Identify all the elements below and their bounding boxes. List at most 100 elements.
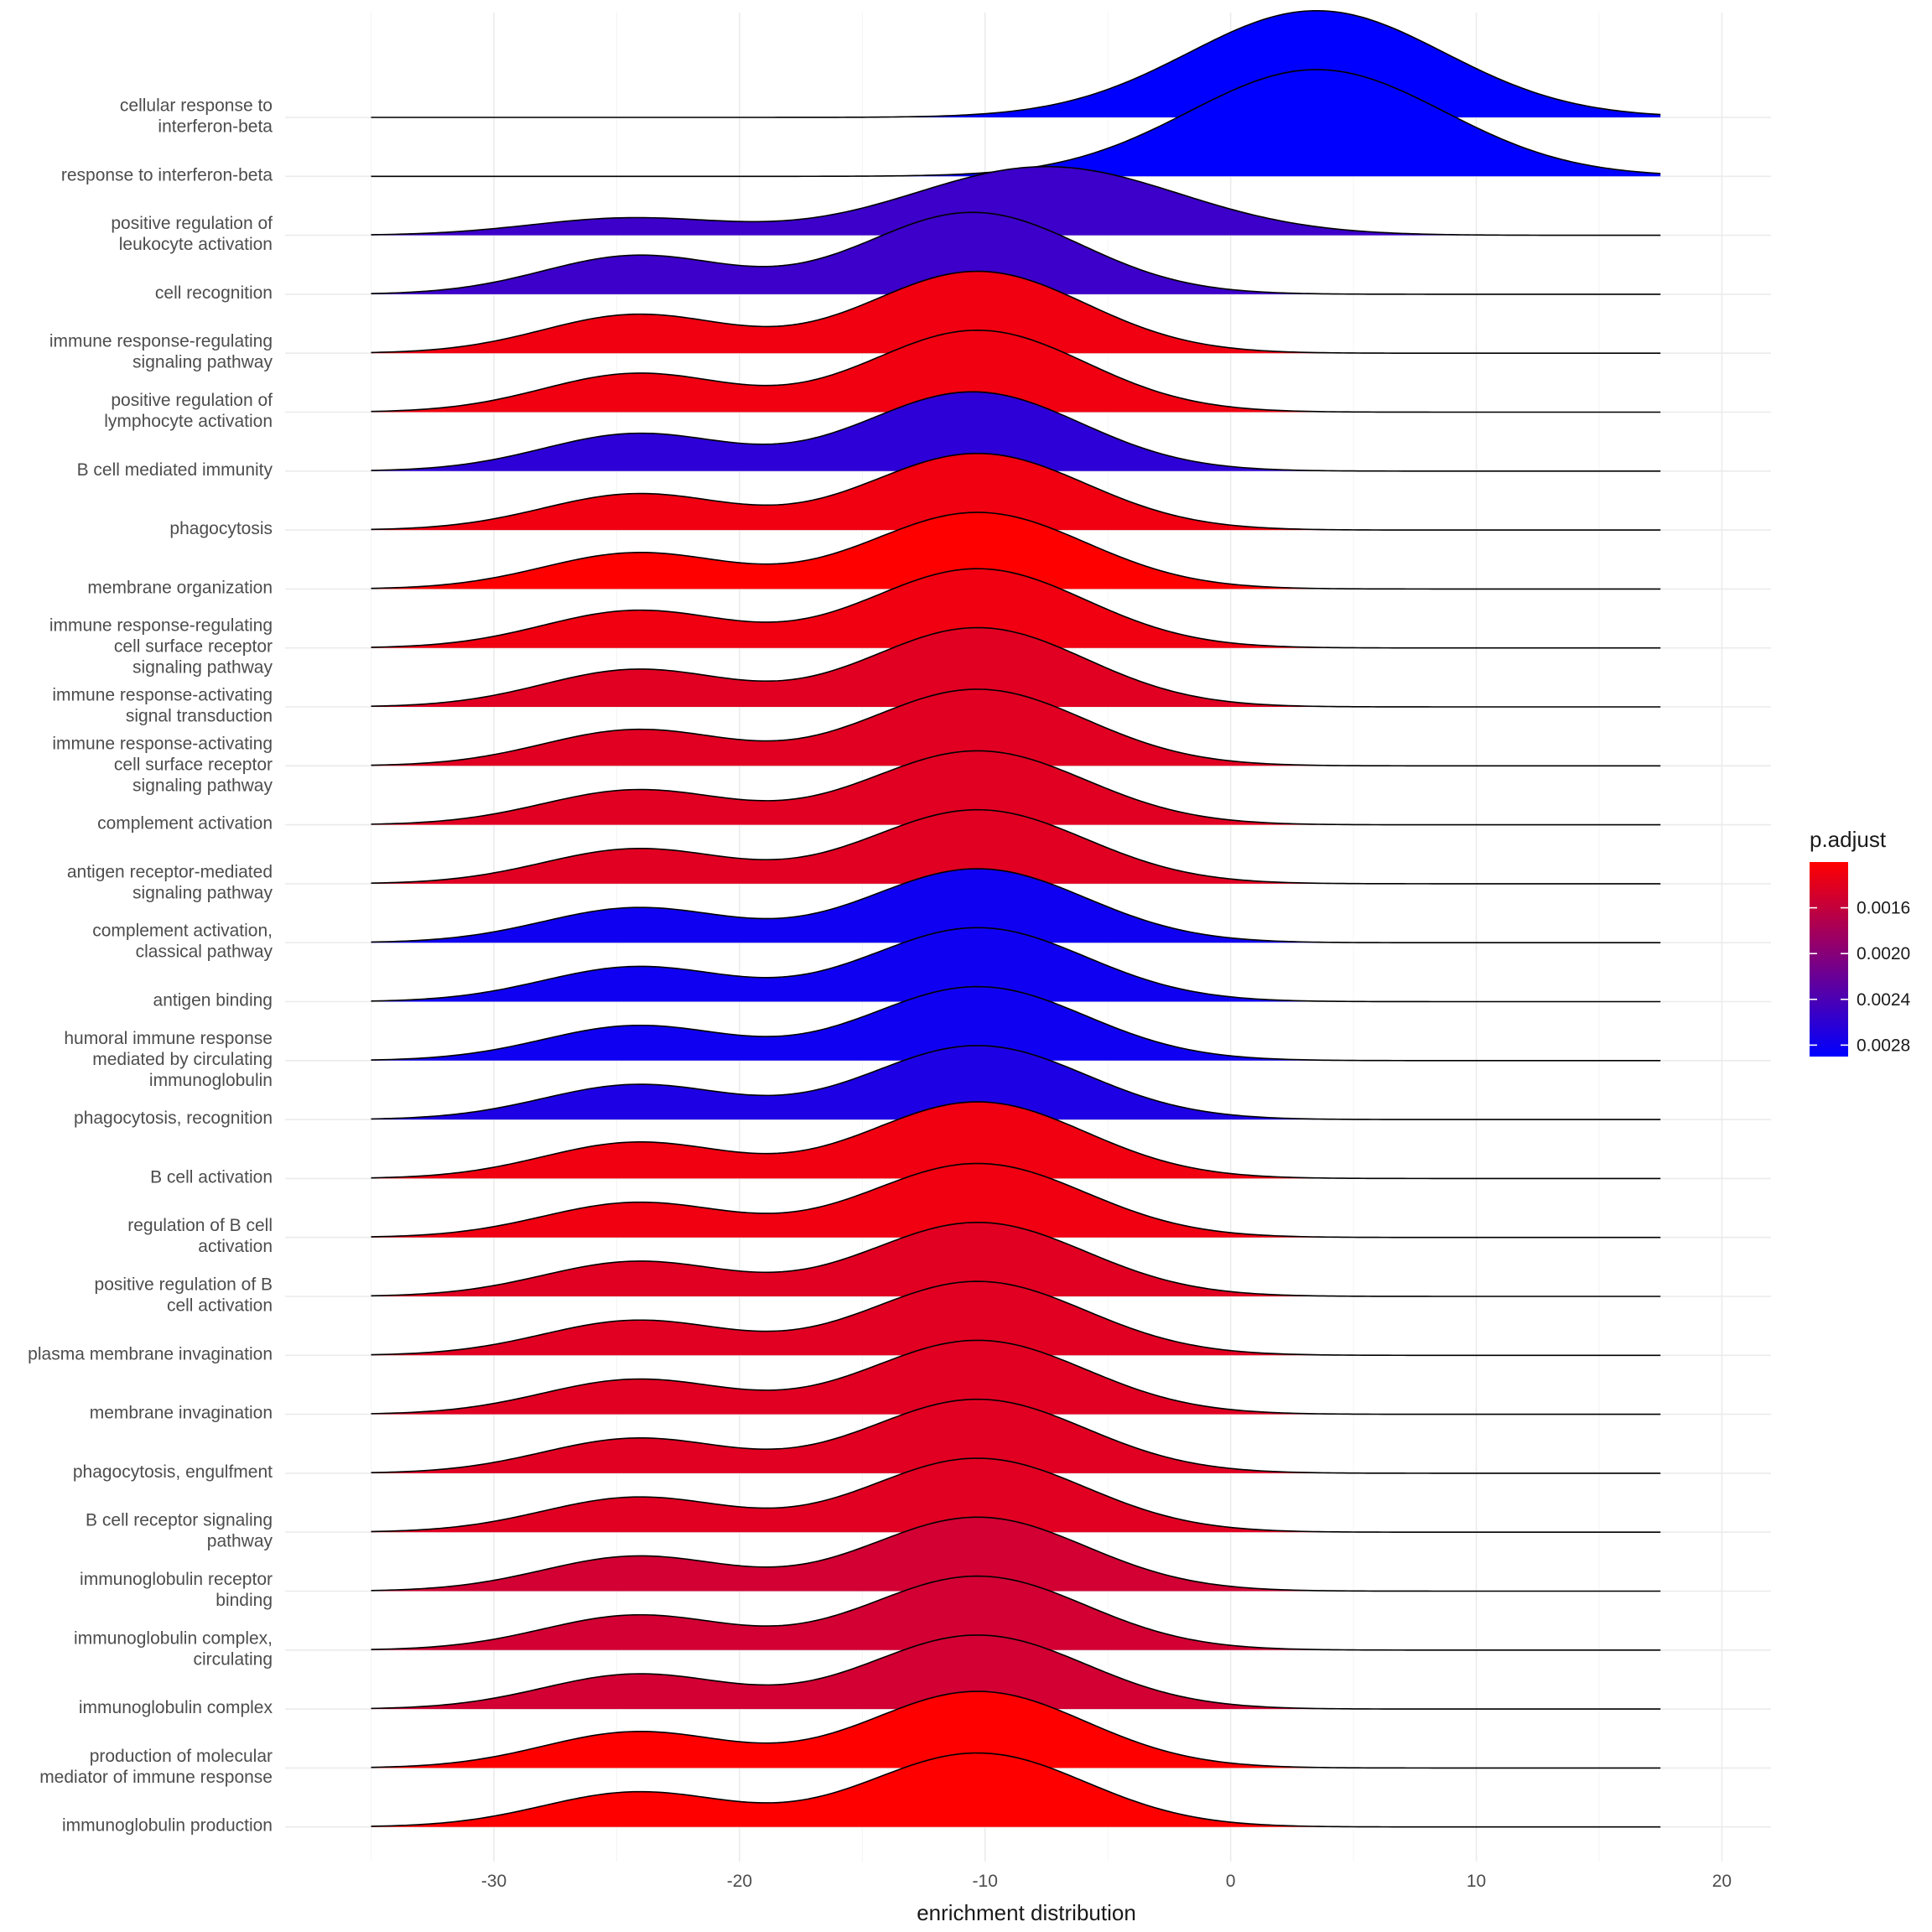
ridge-outline — [371, 1690, 1661, 1769]
y-tick-label: response to interferon-beta — [61, 165, 273, 184]
legend-ticks: 0.0016 0.0020 0.0024 0.0028 — [1810, 899, 1911, 1055]
ridge-4 — [371, 270, 1661, 354]
ridge-fill — [371, 986, 1661, 1061]
y-tick-label-line: complement activation, — [92, 922, 273, 941]
y-tick-label-line: immune response-regulating — [49, 332, 273, 351]
y-tick-label-line: binding — [216, 1591, 273, 1610]
ridge-fill — [371, 1634, 1661, 1710]
y-tick-label: membrane invagination — [90, 1404, 273, 1423]
ridge-outline — [371, 1516, 1661, 1592]
y-tick-label-line: circulating — [193, 1649, 273, 1669]
ridge-15 — [371, 927, 1661, 1003]
ridge-outline — [371, 330, 1661, 413]
y-tick-label-line: immune response-activating — [52, 734, 273, 753]
y-tick-label-line: lymphocyte activation — [104, 412, 273, 431]
ridge-outline — [371, 1752, 1661, 1828]
x-axis-title: enrichment distribution — [917, 1900, 1136, 1925]
ridge-27 — [371, 1634, 1661, 1710]
ridge-outline — [371, 868, 1661, 943]
x-axis: -30 -20 -10 0 10 20 — [481, 1872, 1732, 1891]
color-legend: p.adjust 0.0016 0.0020 0.0024 0.0028 — [1810, 827, 1911, 1057]
ridge-fill — [371, 809, 1661, 884]
x-tick-label: -20 — [727, 1872, 752, 1891]
y-tick-label: plasma membrane invagination — [28, 1344, 273, 1363]
y-tick-label-line: antigen receptor-mediated — [67, 862, 273, 881]
ridge-outline — [371, 1101, 1661, 1180]
y-tick-label: humoral immune response mediated by circu… — [64, 1029, 273, 1090]
ridge-3 — [371, 211, 1661, 295]
y-tick-label-line: phagocytosis, recognition — [74, 1109, 273, 1128]
ridge-outline — [371, 452, 1661, 531]
legend-tick-label: 0.0024 — [1857, 990, 1911, 1010]
ridge-fill — [371, 1399, 1661, 1473]
legend-tick-label: 0.0016 — [1857, 899, 1910, 918]
ridge-25 — [371, 1516, 1661, 1592]
ridge-outline — [371, 1339, 1661, 1415]
ridge-6 — [371, 391, 1661, 472]
ridge-outline — [371, 9, 1661, 118]
legend-tick-label: 0.0028 — [1857, 1036, 1910, 1055]
ridge-outline — [371, 512, 1661, 590]
y-tick-label: antigen receptor-mediated signaling pathw… — [67, 862, 273, 902]
ridge-outline — [371, 165, 1661, 236]
y-tick-label-line: response to interferon-beta — [61, 165, 273, 184]
y-tick-label: immunoglobulin production — [62, 1816, 273, 1836]
y-tick-label-line: membrane organization — [87, 578, 273, 597]
y-tick-label-line: cellular response to — [120, 96, 273, 116]
y-tick-label-line: immunoglobulin complex — [79, 1698, 273, 1717]
y-tick-label-line: membrane invagination — [90, 1404, 273, 1423]
ridge-17 — [371, 1045, 1661, 1120]
ridge-13 — [371, 808, 1661, 885]
y-tick-label-line: signaling pathway — [132, 353, 273, 372]
y-tick-label-line: cell surface receptor — [114, 755, 273, 774]
y-tick-label: phagocytosis, engulfment — [73, 1462, 273, 1482]
ridge-outline — [371, 1398, 1661, 1474]
ridge-fill — [371, 569, 1661, 648]
ridge-26 — [371, 1575, 1661, 1651]
y-tick-label: immune response-regulating cell surface r… — [49, 616, 273, 678]
ridge-11 — [371, 688, 1661, 767]
y-tick-label: immunoglobulin complex — [79, 1698, 273, 1717]
x-tick-label: 0 — [1226, 1872, 1236, 1891]
ridge-outline — [371, 1457, 1661, 1533]
ridge-22 — [371, 1339, 1661, 1415]
ridge-fill — [371, 627, 1661, 707]
y-tick-label: membrane organization — [87, 578, 273, 597]
y-tick-label: complement activation — [97, 814, 273, 834]
y-tick-label-line: plasma membrane invagination — [28, 1344, 273, 1363]
y-tick-label: phagocytosis — [169, 519, 273, 538]
ridge-fill — [371, 271, 1661, 354]
ridge-outline — [371, 985, 1661, 1062]
ridge-10 — [371, 626, 1661, 708]
y-tick-label-line: signaling pathway — [132, 658, 273, 678]
y-tick-label-line: classical pathway — [136, 943, 273, 962]
ridge-8 — [371, 512, 1661, 590]
ridge-outline — [371, 688, 1661, 767]
ridge-14 — [371, 868, 1661, 943]
y-tick-label: production of molecular mediator of immun… — [39, 1747, 273, 1787]
ridge-fill — [371, 512, 1661, 589]
y-tick-label-line: complement activation — [97, 814, 273, 834]
ridge-outline — [371, 1280, 1661, 1357]
y-tick-label-line: pathway — [207, 1532, 273, 1551]
ridge-outline — [371, 391, 1661, 472]
ridge-24 — [371, 1457, 1661, 1533]
y-tick-label: positive regulation of lymphocyte activat… — [104, 391, 273, 431]
y-axis-labels: cellular response to interferon-beta respo… — [28, 96, 273, 1836]
ridge-fill — [371, 1102, 1661, 1179]
ridge-outline — [371, 1634, 1661, 1710]
y-tick-label-line: immune response-activating — [52, 686, 273, 705]
ridge-fill — [371, 1163, 1661, 1238]
y-tick-label-line: mediator of immune response — [39, 1768, 273, 1787]
ridge-outline — [371, 1162, 1661, 1239]
ridge-12 — [371, 750, 1661, 826]
ridge-fill — [371, 453, 1661, 531]
y-tick-label-line: phagocytosis, engulfment — [73, 1462, 273, 1482]
ridge-outline — [371, 211, 1661, 295]
ridge-outline — [371, 568, 1661, 649]
y-tick-label-line: immunoglobulin complex, — [74, 1628, 273, 1648]
ridge-fill — [371, 1458, 1661, 1533]
ridge-16 — [371, 985, 1661, 1062]
x-tick-label: -30 — [481, 1872, 506, 1891]
